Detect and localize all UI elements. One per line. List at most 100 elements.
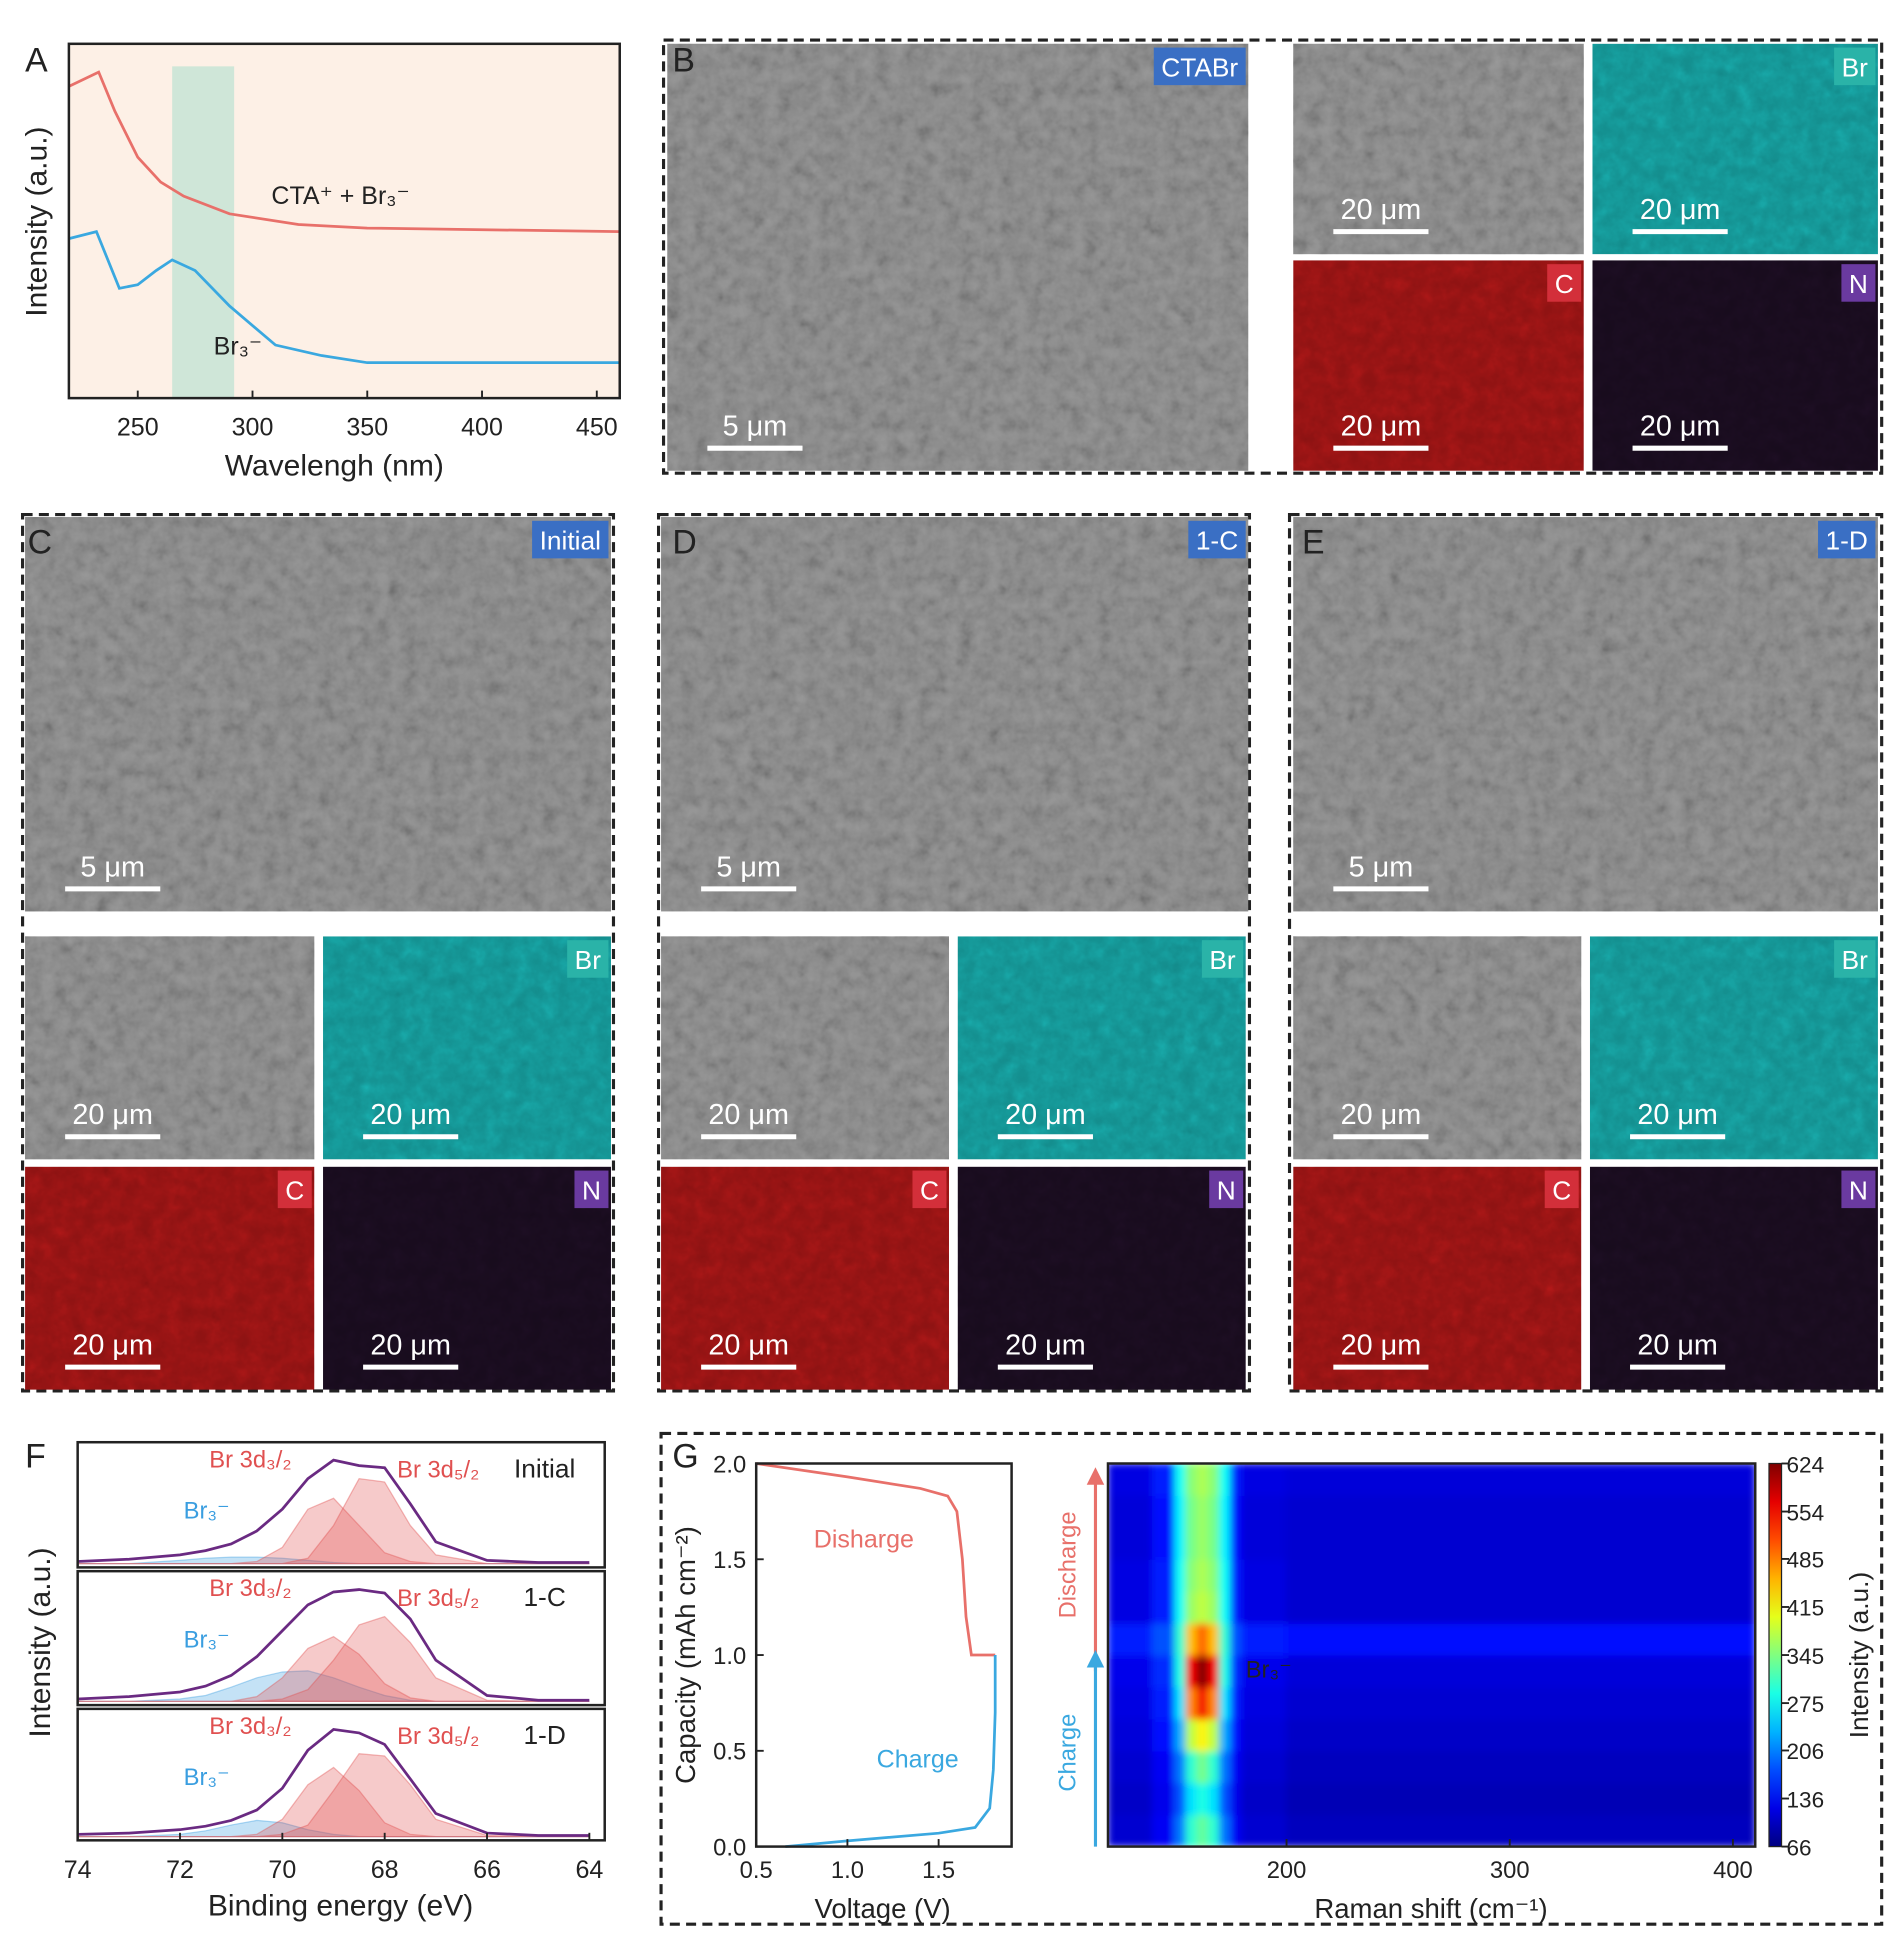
peak-label: Br 3d₃/₂ [209,1713,291,1740]
spectrum-name: 1-D [523,1720,565,1750]
peak-area [77,1753,590,1838]
heatmap-cell [1397,1718,1511,1752]
line [68,70,620,233]
heatmap-cell [1241,1814,1288,1847]
heatmap-cell [1230,1526,1243,1560]
panel-frame [656,512,1252,1393]
heatmap-cell [1207,1750,1221,1784]
heatmap-cell [1218,1686,1232,1720]
tag-box [912,1170,947,1209]
heatmap-cell [1509,1526,1622,1560]
heatmap-cell [1285,1654,1399,1688]
tag-box [1834,47,1876,86]
panel-letter: B [672,41,695,79]
heatmap-cell [1196,1814,1210,1847]
micrograph: Br 20 μm [323,936,611,1160]
plot-background [68,43,620,399]
heatmap-cell [1397,1782,1511,1816]
peak-label: Br 3d₃/₂ [209,1446,291,1473]
heatmap-cell [1620,1782,1756,1816]
heatmap-cell [1509,1590,1622,1624]
heatmap-cell [1107,1622,1154,1656]
image-tag: N [1217,1175,1236,1205]
image-tag: N [1849,1175,1868,1205]
heatmap-cell [1218,1463,1232,1497]
heatmap-cell [1509,1782,1622,1816]
colorbar-tick-label: 485 [1787,1548,1825,1573]
image-tag: N [582,1175,601,1205]
tag-box [1547,264,1582,302]
heatmap-cell [1174,1782,1187,1816]
heatmap-cell [1241,1590,1288,1624]
heatmap-cell [1174,1686,1187,1720]
tag-box [277,1170,312,1209]
panel-letter: D [672,523,696,561]
y-tick-label: 1.5 [713,1547,746,1574]
series-label: Disharge [814,1525,914,1553]
heatmap-cell [1285,1718,1399,1752]
image-tag: CTABr [1161,52,1238,82]
x-tick-label: 200 [1267,1857,1307,1884]
x-tick-label: 300 [1490,1857,1530,1884]
image-texture [661,1166,949,1390]
peak-area [77,1766,590,1838]
heatmap-cell [1107,1686,1154,1720]
heatmap-cell [1620,1590,1756,1624]
heatmap-cell [1152,1686,1176,1720]
heatmap-cell [1152,1558,1176,1592]
peak-area [77,1556,590,1565]
heatmap-cells [1107,1463,1756,1847]
plot-frame [76,1440,606,1569]
heatmap-cell [1397,1814,1511,1847]
heatmap-cell [1174,1558,1187,1592]
panel-letter: E [1302,523,1325,561]
heatmap-cell [1185,1654,1198,1688]
heatmap-cell [1196,1654,1210,1688]
x-tick-label: 66 [473,1856,501,1884]
x-axis-label: Wavelengh (nm) [225,450,444,483]
heatmap-cell [1397,1686,1511,1720]
heatmap-cell [1207,1494,1221,1528]
heatmap-cell [1174,1463,1187,1497]
heatmap-cell [1196,1558,1210,1592]
heatmap-cell [1174,1526,1187,1560]
heatmap-cell [1107,1558,1154,1592]
micrograph: C 20 μm [25,1166,315,1390]
tag-box [1188,520,1246,559]
heatmap-cell [1207,1782,1221,1816]
peak-area [77,1497,590,1565]
scale-bar-label: 20 μm [1637,1099,1718,1131]
heatmap-cell [1207,1526,1221,1560]
heatmap-cell [1185,1590,1198,1624]
plot-frame [76,1569,606,1707]
image-texture [1293,1166,1582,1390]
tag-box [1544,1170,1579,1209]
peak-label: Br 3d₅/₂ [397,1723,479,1750]
heatmap-cell [1397,1654,1511,1688]
y-tick-label: 1.0 [713,1643,746,1670]
plot-frame [1106,1462,1757,1848]
x-tick-label: 70 [268,1856,296,1884]
x-tick-label: 350 [346,414,388,442]
micrograph: 1-C 5 μm [661,517,1249,912]
scale-bar-label: 5 μm [1349,851,1414,883]
image-texture [25,1166,315,1390]
colorbar-tick-label: 345 [1787,1644,1825,1669]
panel-frame [21,512,616,1393]
micrograph: 20 μm [25,936,315,1160]
micrograph: CTABr 5 μm [667,43,1249,471]
heatmap-cell [1174,1718,1187,1752]
peak-area [77,1670,590,1702]
heatmap-cell [1285,1463,1399,1497]
heatmap-cell [1174,1494,1187,1528]
heatmap-cell [1620,1750,1756,1784]
heatmap-cell [1241,1782,1288,1816]
scale-bar-label: 20 μm [1637,1330,1718,1362]
heatmap-cell [1241,1686,1288,1720]
image-texture [1592,43,1878,255]
heatmap-cell [1230,1814,1243,1847]
spectrum-name: Initial [514,1453,575,1483]
x-tick-label: 400 [1713,1857,1753,1884]
heatmap [1107,1463,1756,1847]
heatmap-cell [1285,1686,1399,1720]
